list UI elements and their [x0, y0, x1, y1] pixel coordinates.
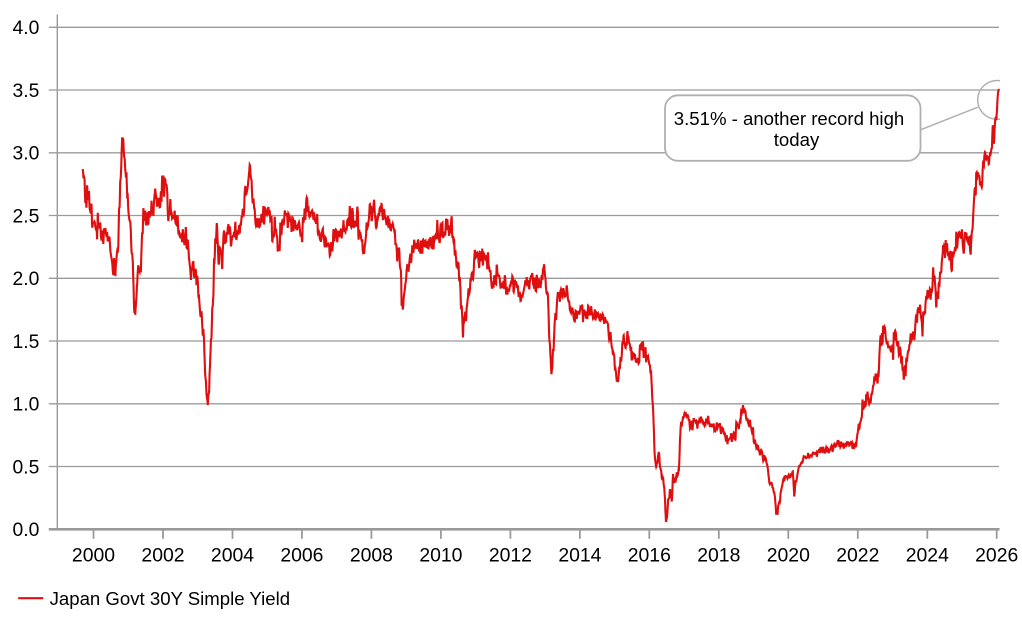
- svg-text:2024: 2024: [906, 545, 949, 567]
- svg-text:Japan Govt 30Y Simple Yield: Japan Govt 30Y Simple Yield: [50, 588, 291, 609]
- svg-text:2022: 2022: [836, 545, 879, 567]
- svg-text:2020: 2020: [767, 545, 810, 567]
- svg-text:4.0: 4.0: [12, 18, 39, 39]
- svg-text:2018: 2018: [697, 545, 740, 567]
- svg-text:0.5: 0.5: [12, 457, 39, 478]
- svg-text:3.51% - another record high: 3.51% - another record high: [674, 108, 905, 129]
- svg-text:1.5: 1.5: [12, 332, 39, 353]
- svg-text:3.5: 3.5: [12, 81, 39, 102]
- svg-text:2002: 2002: [141, 545, 184, 567]
- svg-text:2.5: 2.5: [12, 206, 39, 227]
- svg-text:2000: 2000: [72, 545, 115, 567]
- svg-text:2008: 2008: [350, 545, 393, 567]
- svg-text:2026: 2026: [975, 545, 1018, 567]
- svg-text:3.0: 3.0: [12, 144, 39, 165]
- svg-text:2004: 2004: [211, 545, 254, 567]
- svg-text:2012: 2012: [489, 545, 532, 567]
- svg-text:2006: 2006: [280, 545, 323, 567]
- svg-text:2014: 2014: [558, 545, 601, 567]
- svg-text:2.0: 2.0: [12, 269, 39, 290]
- svg-text:1.0: 1.0: [12, 395, 39, 416]
- svg-text:2016: 2016: [628, 545, 671, 567]
- svg-text:today: today: [774, 129, 820, 150]
- svg-text:2010: 2010: [419, 545, 462, 567]
- svg-text:0.0: 0.0: [12, 520, 39, 541]
